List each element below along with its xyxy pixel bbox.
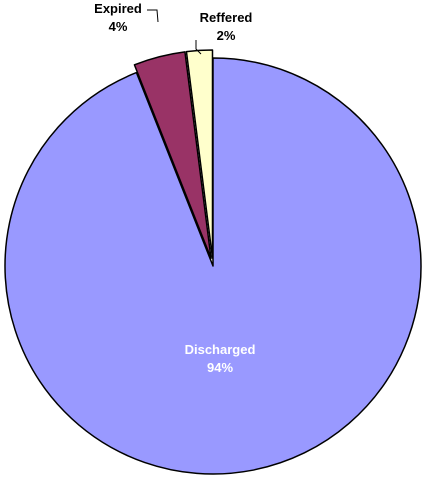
pie-slice-expired [133,51,212,260]
data-value-reffered: 2% [217,28,236,43]
leader-line-reffered [195,40,202,55]
data-label-reffered: Reffered [200,10,253,25]
data-label-discharged: Discharged [185,342,256,357]
data-value-discharged: 94% [207,360,233,375]
data-value-expired: 4% [109,19,128,34]
data-label-expired: Expired [94,1,142,16]
pie-slice-discharged [4,57,422,475]
leader-line-expired [147,9,159,23]
pie-slice-reffered [185,49,214,259]
